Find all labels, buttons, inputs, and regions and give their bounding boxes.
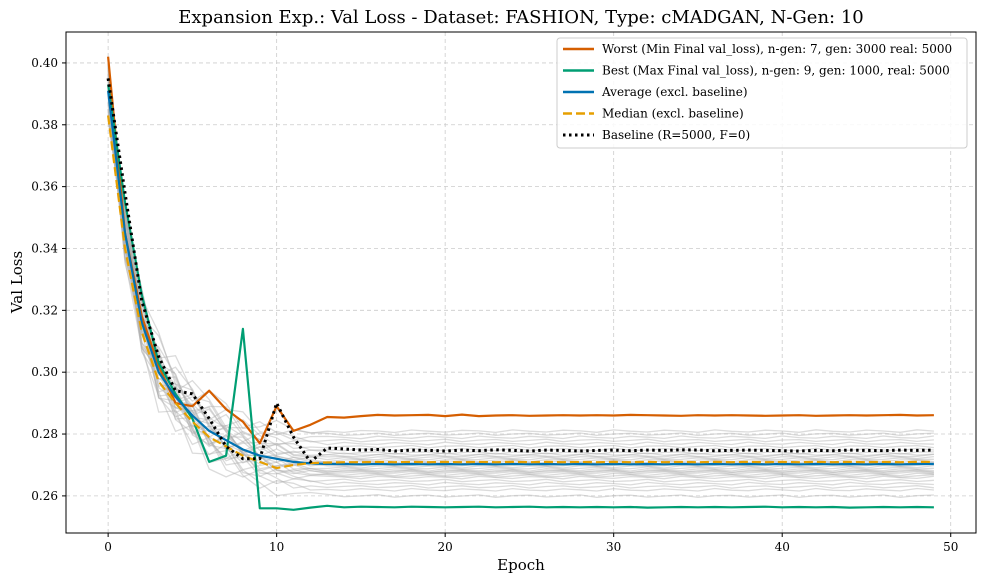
chart-title: Expansion Exp.: Val Loss - Dataset: FASH… bbox=[178, 7, 864, 28]
y-tick-label: 0.28 bbox=[31, 427, 58, 441]
background-run-line bbox=[107, 101, 934, 477]
background-run-line bbox=[107, 112, 934, 462]
background-run-line bbox=[107, 117, 934, 441]
series-lines bbox=[106, 56, 934, 511]
background-run-line bbox=[107, 90, 934, 499]
y-tick-label: 0.36 bbox=[31, 180, 58, 194]
y-ticks: 0.26 0.28 0.30 0.32 0.34 0.36 0.38 0.40 bbox=[31, 56, 66, 503]
background-run-line bbox=[107, 74, 934, 486]
legend-label: Worst (Min Final val_loss), n-gen: 7, ge… bbox=[602, 42, 952, 56]
y-tick-label: 0.30 bbox=[31, 365, 58, 379]
legend: Worst (Min Final val_loss), n-gen: 7, ge… bbox=[556, 37, 968, 149]
background-run-line bbox=[107, 84, 934, 483]
x-tick-label: 10 bbox=[269, 540, 284, 554]
series-line bbox=[107, 56, 934, 445]
background-run-line bbox=[107, 89, 934, 463]
background-run-line bbox=[107, 63, 934, 460]
x-tick-label: 50 bbox=[943, 540, 958, 554]
x-tick-label: 40 bbox=[775, 540, 790, 554]
y-tick-label: 0.34 bbox=[31, 241, 58, 255]
y-tick-label: 0.32 bbox=[31, 303, 58, 317]
background-run-line bbox=[107, 62, 934, 472]
y-tick-label: 0.40 bbox=[31, 56, 58, 70]
legend-box bbox=[556, 37, 968, 149]
background-run-line bbox=[107, 114, 934, 470]
y-tick-label: 0.26 bbox=[31, 489, 58, 503]
background-run-line bbox=[107, 98, 934, 455]
legend-label: Best (Max Final val_loss), n-gen: 9, gen… bbox=[602, 64, 950, 78]
legend-label: Baseline (R=5000, F=0) bbox=[602, 128, 750, 142]
background-run-line bbox=[107, 77, 934, 443]
background-run-line bbox=[107, 69, 934, 492]
x-tick-label: 0 bbox=[104, 540, 112, 554]
series-line bbox=[106, 78, 934, 464]
background-run-line bbox=[107, 116, 934, 450]
background-run-line bbox=[107, 93, 934, 434]
background-run-line bbox=[107, 86, 934, 469]
y-axis-label: Val Loss bbox=[8, 251, 26, 314]
x-tick-label: 20 bbox=[438, 540, 453, 554]
background-run-line bbox=[107, 64, 934, 478]
y-tick-label: 0.38 bbox=[31, 118, 58, 132]
legend-label: Median (excl. baseline) bbox=[602, 107, 744, 121]
background-run-line bbox=[107, 68, 934, 437]
plot-frame bbox=[65, 31, 977, 534]
background-run-line bbox=[107, 118, 934, 489]
x-ticks: 0 10 20 30 40 50 bbox=[104, 533, 958, 554]
x-tick-label: 30 bbox=[606, 540, 621, 554]
background-run-line bbox=[107, 114, 934, 480]
background-run-line bbox=[107, 109, 934, 475]
series-line bbox=[107, 90, 934, 466]
legend-label: Average (excl. baseline) bbox=[601, 85, 748, 99]
background-run-line bbox=[107, 81, 934, 446]
background-run-line bbox=[107, 63, 934, 474]
series-line bbox=[107, 115, 934, 470]
x-axis-label: Epoch bbox=[497, 556, 545, 574]
series-line bbox=[107, 84, 934, 511]
